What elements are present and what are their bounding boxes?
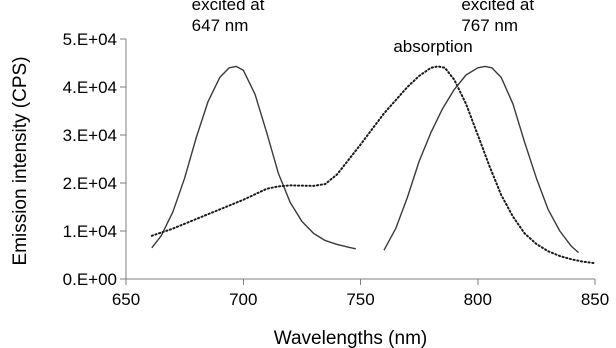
annotation-line: excited at [192,0,265,14]
x-tick-label: 800 [464,290,492,309]
annotation-line: 647 nm [192,16,249,35]
emission-line-647 [151,65,356,250]
x-axis-ticks: 650 700 750 800 850 [112,279,609,309]
x-tick-label: 750 [346,290,374,309]
annotations: excited at 647 nm absorption excited at 767 … [192,0,535,56]
emission-line-767 [383,65,580,254]
x-tick-label: 650 [112,290,140,309]
annotation-line: excited at [461,0,534,14]
y-tick-label: 2.E+04 [63,174,117,193]
y-axis-title: Emission intensity (CPS) [10,56,31,265]
annotation-line: absorption [393,37,472,56]
x-tick-label: 850 [581,290,609,309]
annotation-1: absorption [393,37,472,56]
annotation-line: 767 nm [461,16,518,35]
y-tick-label: 3.E+04 [63,126,117,145]
y-tick-label: 4.E+04 [63,78,117,97]
x-tick-label: 700 [229,290,257,309]
y-axis-ticks: 0.E+00 1.E+04 2.E+04 3.E+04 4.E+04 5.E+04 [63,30,126,289]
x-axis-title: Wavelengths (nm) [274,328,427,348]
series-layer [150,65,596,265]
absorption-line [150,65,596,265]
y-tick-label: 0.E+00 [63,270,117,289]
y-tick-label: 5.E+04 [63,30,117,49]
annotation-0: excited at 647 nm [192,0,265,35]
annotation-2: excited at 767 nm [461,0,534,35]
y-tick-label: 1.E+04 [63,222,117,241]
